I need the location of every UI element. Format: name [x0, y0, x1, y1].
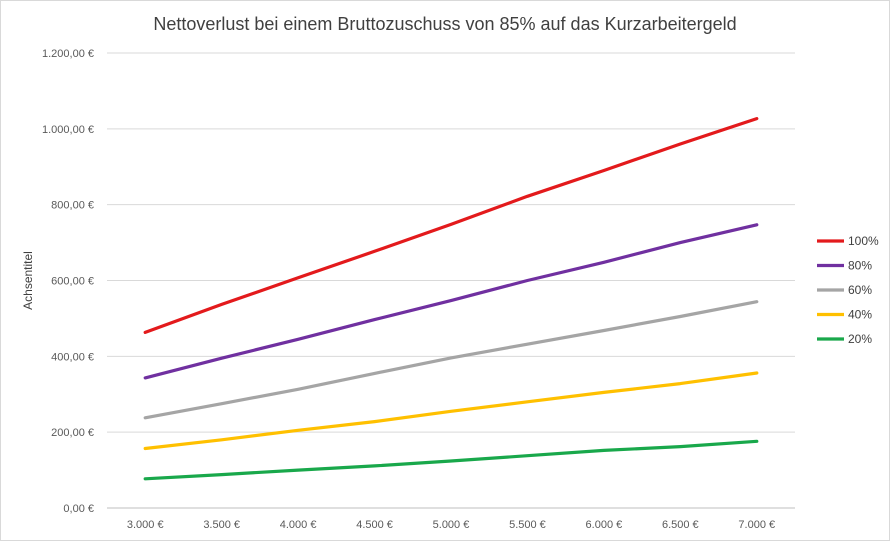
y-tick-label: 0,00 € [63, 503, 94, 515]
x-tick-label: 5.000 € [433, 519, 470, 531]
y-axis-ticks: 0,00 € 200,00 € 400,00 € 600,00 € 800,00 € 1.… [42, 48, 94, 515]
chart-title: Nettoverlust bei einem Bruttozuschuss vo… [153, 14, 737, 34]
series-line-20pct [143, 439, 759, 481]
legend-label: 60% [848, 283, 872, 297]
x-tick-label: 6.500 € [662, 519, 699, 531]
series-line-80pct [143, 223, 759, 380]
x-tick-label: 4.000 € [280, 519, 317, 531]
series-line-40pct [143, 371, 759, 451]
legend-label: 80% [848, 259, 872, 273]
series-lines [143, 116, 759, 481]
x-tick-label: 4.500 € [356, 519, 393, 531]
x-tick-label: 7.000 € [738, 519, 775, 531]
series-line-100pct [143, 116, 759, 334]
series-line-60pct [143, 300, 759, 420]
y-tick-label: 400,00 € [51, 351, 94, 363]
y-tick-label: 600,00 € [51, 276, 94, 288]
legend: 100% 80% 60% 40% 20% [817, 234, 879, 346]
y-axis-label: Achsentitel [21, 251, 35, 310]
y-tick-label: 1.000,00 € [42, 124, 94, 136]
x-axis-ticks: 3.000 € 3.500 € 4.000 € 4.500 € 5.000 € 5.500… [127, 519, 775, 531]
x-tick-label: 3.500 € [203, 519, 240, 531]
legend-label: 20% [848, 332, 872, 346]
y-tick-label: 200,00 € [51, 427, 94, 439]
x-tick-label: 3.000 € [127, 519, 164, 531]
legend-label: 100% [848, 234, 879, 248]
y-tick-label: 1.200,00 € [42, 48, 94, 60]
y-tick-label: 800,00 € [51, 200, 94, 212]
x-tick-label: 5.500 € [509, 519, 546, 531]
legend-label: 40% [848, 308, 872, 322]
x-tick-label: 6.000 € [586, 519, 623, 531]
